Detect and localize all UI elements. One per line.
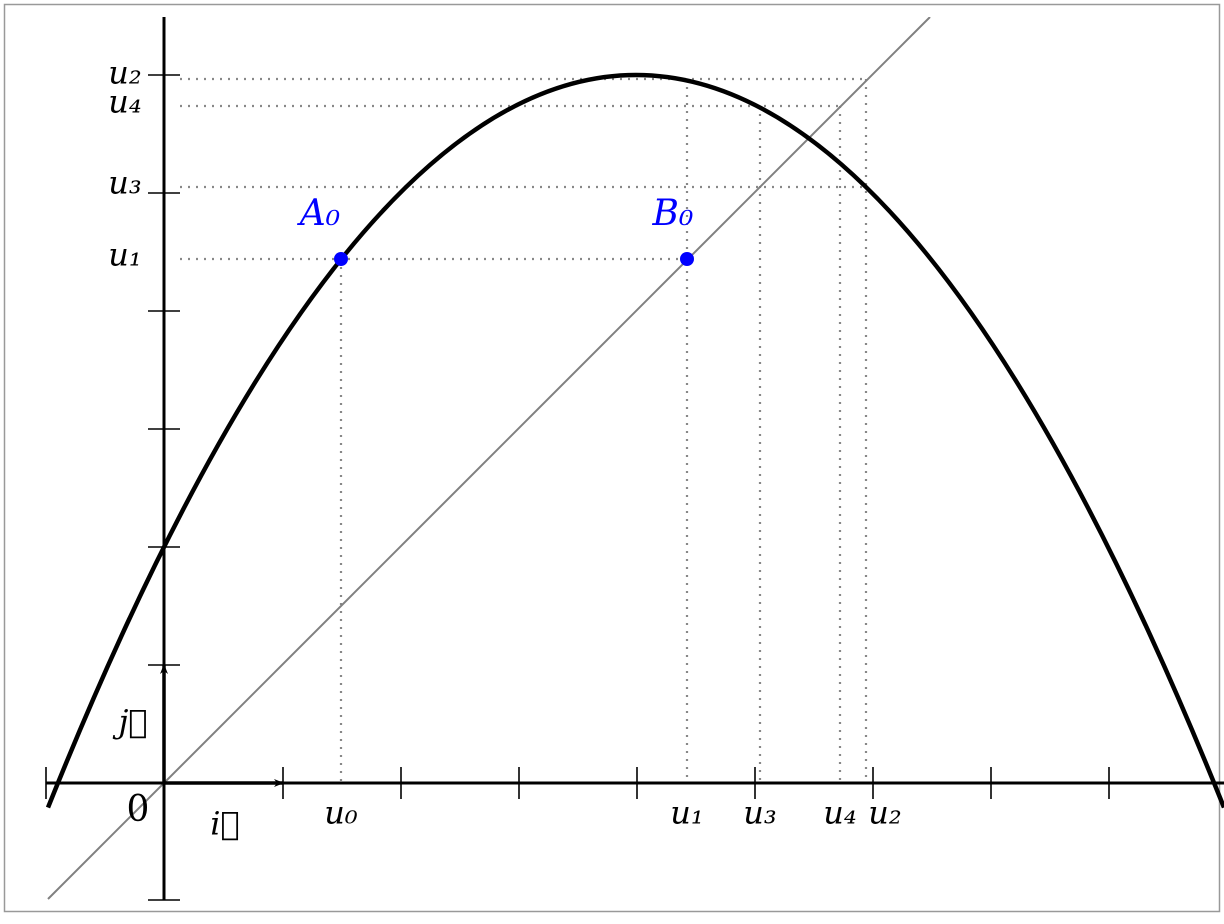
y-label: u₄	[108, 83, 141, 121]
x-label: u₃	[743, 794, 776, 832]
y-label: u₂	[108, 54, 141, 92]
point-a0	[334, 252, 348, 266]
point-b0	[680, 252, 694, 266]
point-label: A₀	[297, 193, 340, 234]
diagonal-line	[47, 17, 931, 900]
vector-j-label: j⃗	[112, 703, 147, 741]
x-label: u₁	[670, 794, 703, 832]
frame	[3, 3, 1221, 913]
axes	[45, 17, 1224, 901]
point-label: B₀	[652, 193, 694, 234]
y-label: u₁	[108, 236, 141, 274]
parabola	[46, 72, 1224, 809]
dotted-guides	[180, 77, 868, 783]
x-label: u₂	[868, 794, 901, 832]
y-label: u₃	[108, 164, 141, 202]
vector-i-label: i⃗	[210, 805, 239, 843]
origin-label: 0	[127, 789, 150, 830]
x-label: u₀	[324, 794, 358, 832]
x-label: u₄	[823, 794, 856, 832]
